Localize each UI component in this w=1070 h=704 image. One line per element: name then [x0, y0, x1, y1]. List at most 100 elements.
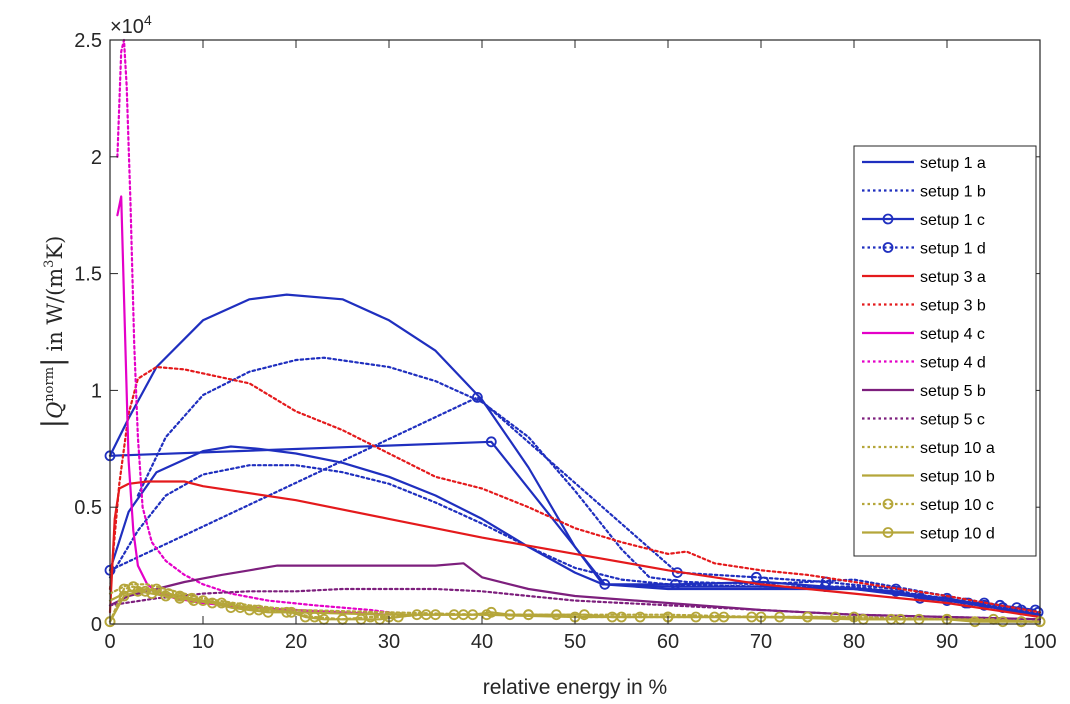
y-label-unit-suffix: K) — [43, 236, 67, 260]
legend-entry-setup-5-c: setup 5 c — [862, 412, 985, 429]
y-tick-label: 2.5 — [74, 30, 102, 52]
y-exponent-power: 4 — [144, 12, 152, 28]
data-point-setup-10-d — [118, 590, 130, 602]
data-point-setup-10-d — [634, 611, 646, 623]
data-point-setup-10-d — [244, 604, 255, 616]
x-tick-label: 10 — [192, 631, 214, 653]
x-tick-label: 80 — [843, 631, 865, 653]
legend-entry-setup-10-a: setup 10 a — [862, 440, 995, 457]
data-point-setup-10-d — [160, 590, 172, 602]
data-point-setup-10-d — [774, 611, 785, 623]
legend-label-setup-3-a: setup 3 a — [920, 269, 986, 286]
y-axis-label-text: |Qnorm|in W/(m3K) — [36, 236, 69, 429]
data-point-setup-10-d — [132, 585, 144, 597]
legend-label-setup-10-d: setup 10 d — [920, 526, 995, 543]
legend-label-setup-10-b: setup 10 b — [920, 469, 995, 486]
legend-entry-setup-1-d: setup 1 d — [862, 241, 986, 258]
legend-label-setup-1-b: setup 1 b — [920, 184, 986, 201]
x-tick-label: 20 — [285, 631, 307, 653]
data-point-setup-10-d — [830, 611, 841, 623]
data-point-setup-10-d — [1016, 616, 1027, 628]
series-line-setup-3-a — [108, 480, 1042, 619]
legend-entry-setup-3-a: setup 3 a — [862, 269, 986, 286]
data-point-setup-10-d — [206, 597, 218, 609]
y-tick-label: 1 — [91, 380, 102, 402]
x-axis-label: relative energy in % — [483, 676, 667, 699]
data-point-setup-10-d — [225, 602, 237, 613]
legend-label-setup-1-c: setup 1 c — [920, 212, 985, 229]
legend-entry-setup-10-b: setup 10 b — [862, 469, 995, 486]
legend-entry-setup-5-b: setup 5 b — [862, 383, 986, 400]
data-point-setup-10-d — [551, 609, 562, 621]
y-tick-label: 0 — [91, 614, 102, 636]
series-line-setup-4-d — [116, 38, 391, 614]
data-point-setup-1-d — [750, 571, 762, 583]
data-point-setup-10-d — [188, 595, 200, 606]
x-tick-label: 0 — [104, 631, 115, 653]
data-point-setup-1-d — [471, 391, 483, 403]
data-point-setup-1-c — [599, 578, 611, 590]
legend-label-setup-1-d: setup 1 d — [920, 241, 986, 258]
y-label-bar-right: | — [36, 358, 69, 367]
data-point-setup-10-d — [746, 611, 758, 623]
y-label-superscript: norm — [42, 367, 57, 402]
x-tick-label: 40 — [471, 631, 493, 653]
data-point-setup-1-c — [670, 578, 681, 590]
legend-label-setup-5-c: setup 5 c — [920, 412, 985, 429]
data-point-setup-10-d — [485, 606, 497, 618]
y-tick-label: 2 — [91, 147, 102, 169]
legend-entry-setup-1-b: setup 1 b — [862, 184, 986, 201]
data-point-setup-10-d — [448, 609, 460, 621]
x-tick-label: 50 — [564, 631, 586, 653]
data-point-setup-10-c — [163, 588, 175, 599]
legend-label-setup-4-d: setup 4 d — [920, 355, 986, 372]
legend-entry-setup-3-b: setup 3 b — [862, 298, 986, 315]
legend-marker-setup-1-d — [882, 242, 894, 253]
series-setup-4-d-9 — [116, 38, 391, 614]
data-point-setup-1-d — [978, 599, 990, 611]
data-point-setup-10-d — [174, 592, 186, 604]
data-point-setup-10-d — [467, 609, 479, 621]
x-tick-label: 70 — [750, 631, 772, 653]
series-line-setup-1-b — [136, 356, 1042, 614]
y-tick-label: 0.5 — [74, 497, 102, 519]
data-point-setup-10-d — [504, 609, 516, 621]
data-point-setup-10-d — [690, 611, 702, 623]
data-point-setup-10-d — [606, 611, 618, 623]
legend-marker-setup-10-d — [882, 527, 894, 538]
series-setup-3-b-7 — [108, 365, 1042, 614]
legend-label-setup-4-c: setup 4 c — [920, 326, 985, 343]
data-point-setup-10-d — [802, 611, 813, 623]
y-exponent-base: ×10 — [110, 16, 144, 38]
data-point-setup-1-d — [820, 576, 832, 588]
data-point-setup-10-d — [578, 609, 590, 621]
data-point-setup-10-d — [262, 606, 274, 618]
data-point-setup-10-d — [969, 616, 981, 628]
y-tick-label: 1.5 — [74, 264, 102, 286]
y-label-symbol: Q — [43, 402, 67, 419]
data-point-setup-10-d — [430, 609, 441, 621]
legend-entry-setup-1-a: setup 1 a — [862, 155, 986, 172]
y-label-unit-sup: 3 — [42, 260, 57, 268]
ticks-layer: 0 10 20 30 40 50 60 70 80 90 100 0 0.5 1 1.5 2 2.5 — [74, 30, 1057, 653]
legend-entry-setup-10-c: setup 10 c — [862, 497, 994, 514]
legend-entry-setup-4-d: setup 4 d — [862, 355, 986, 372]
data-point-setup-1-c — [485, 436, 497, 448]
y-exponent-label: ×104 — [110, 12, 152, 38]
data-point-setup-10-d — [718, 611, 730, 623]
legend-entry-setup-1-c: setup 1 c — [862, 212, 985, 229]
legend-entry-setup-10-d: setup 10 d — [862, 526, 995, 543]
legend-marker-setup-10-c — [882, 498, 894, 510]
legend-label-setup-10-c: setup 10 c — [920, 497, 994, 514]
legend-entry-setup-4-c: setup 4 c — [862, 326, 985, 343]
y-label-bar-left: | — [36, 419, 69, 428]
data-point-setup-10-d — [523, 609, 534, 621]
data-point-setup-10-d — [411, 609, 423, 621]
data-point-setup-10-d — [285, 606, 297, 618]
y-axis-label: |Qnorm|in W/(m3K) — [36, 236, 69, 429]
legend-marker-setup-1-c — [882, 213, 894, 225]
x-tick-label: 60 — [657, 631, 679, 653]
x-tick-label: 100 — [1023, 631, 1056, 653]
legend-label-setup-5-b: setup 5 b — [920, 383, 986, 400]
